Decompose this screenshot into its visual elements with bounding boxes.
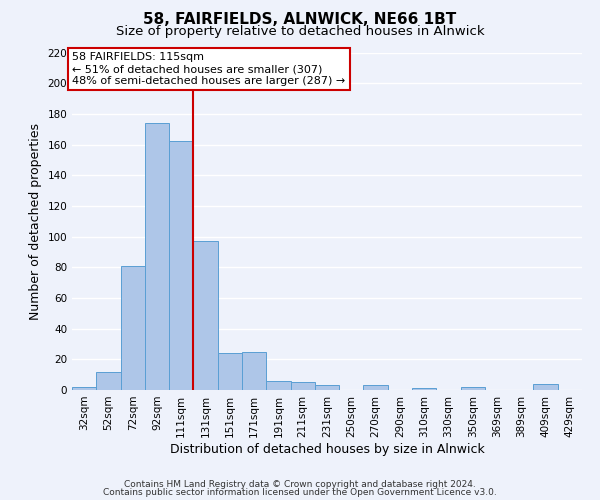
Bar	[121, 266, 145, 390]
Bar	[218, 353, 242, 390]
Bar	[290, 382, 315, 390]
Bar	[364, 386, 388, 390]
Text: Contains HM Land Registry data © Crown copyright and database right 2024.: Contains HM Land Registry data © Crown c…	[124, 480, 476, 489]
Bar	[242, 352, 266, 390]
Bar	[96, 372, 121, 390]
Text: 58 FAIRFIELDS: 115sqm
← 51% of detached houses are smaller (307)
48% of semi-det: 58 FAIRFIELDS: 115sqm ← 51% of detached …	[72, 52, 345, 86]
Bar	[169, 142, 193, 390]
Text: Contains public sector information licensed under the Open Government Licence v3: Contains public sector information licen…	[103, 488, 497, 497]
Bar	[72, 387, 96, 390]
Bar	[193, 241, 218, 390]
X-axis label: Distribution of detached houses by size in Alnwick: Distribution of detached houses by size …	[170, 442, 484, 456]
Bar	[315, 386, 339, 390]
Bar	[461, 387, 485, 390]
Bar	[266, 381, 290, 390]
Y-axis label: Number of detached properties: Number of detached properties	[29, 122, 42, 320]
Bar	[412, 388, 436, 390]
Bar	[145, 123, 169, 390]
Text: 58, FAIRFIELDS, ALNWICK, NE66 1BT: 58, FAIRFIELDS, ALNWICK, NE66 1BT	[143, 12, 457, 28]
Text: Size of property relative to detached houses in Alnwick: Size of property relative to detached ho…	[116, 25, 484, 38]
Bar	[533, 384, 558, 390]
